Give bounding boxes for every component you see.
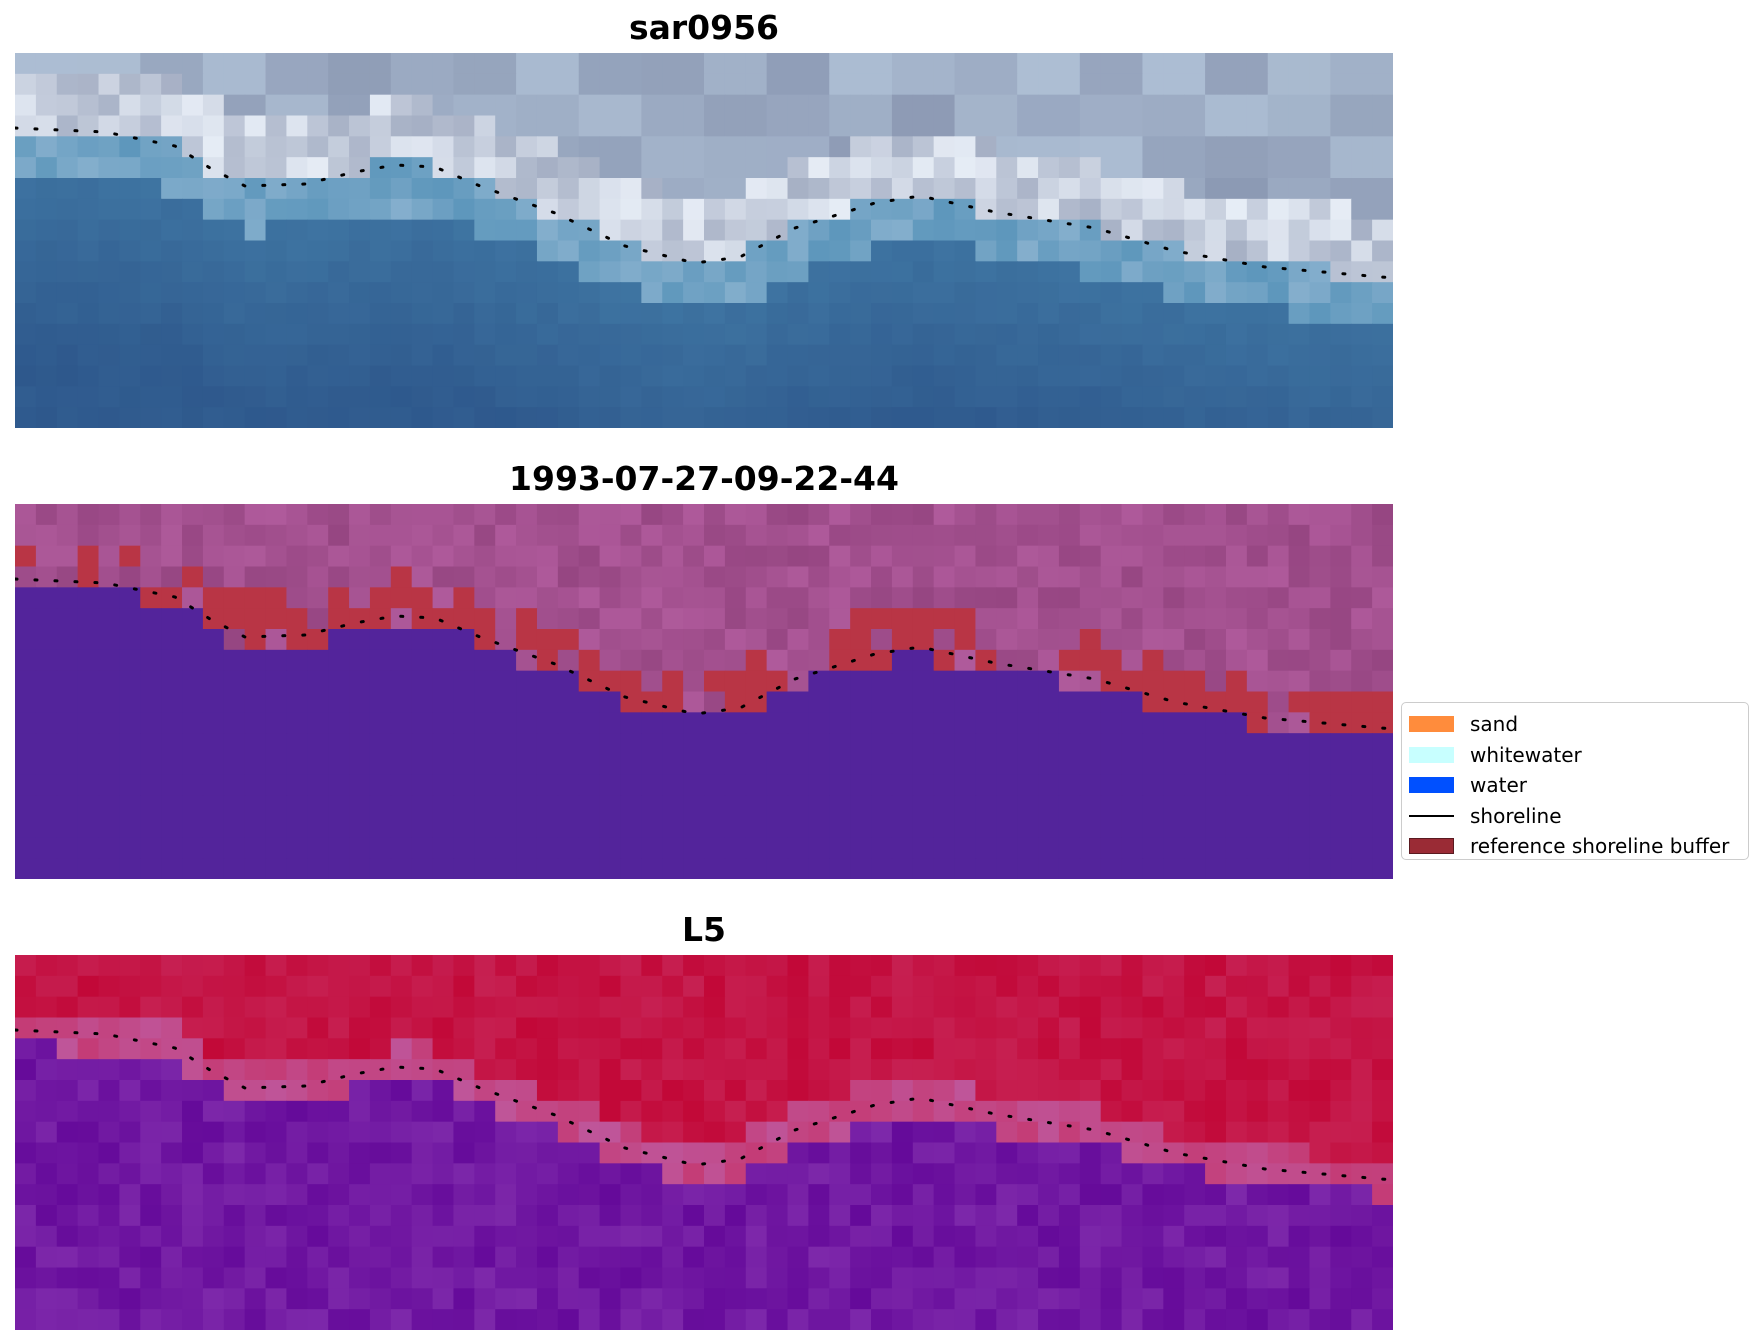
legend-item-water: water (1402, 770, 1748, 801)
shoreline-dots (15, 1028, 1393, 1182)
legend-item-whitewater: whitewater (1402, 740, 1748, 771)
reference-buffer-swatch (1409, 838, 1454, 855)
legend-label-whitewater: whitewater (1470, 742, 1582, 767)
sand-swatch (1409, 716, 1454, 733)
whitewater-swatch (1409, 746, 1454, 763)
rgb-satellite-image (15, 53, 1393, 428)
legend-item-shoreline: shoreline (1402, 801, 1748, 832)
shoreline-line-sample (1409, 814, 1454, 817)
legend-label-reference-buffer: reference shoreline buffer (1470, 834, 1730, 859)
legend-label-shoreline: shoreline (1470, 803, 1562, 828)
legend-label-sand: sand (1470, 712, 1519, 737)
panel-title-index: L5 (682, 910, 726, 949)
legend: sand whitewater water shoreline referenc… (1401, 702, 1749, 860)
shoreline-dots (15, 126, 1393, 280)
panel-title-rgb: sar0956 (628, 8, 780, 47)
legend-label-water: water (1470, 773, 1527, 798)
shoreline-dots (15, 577, 1393, 731)
panel-title-classification: 1993-07-27-09-22-44 (509, 459, 899, 498)
legend-item-sand: sand (1402, 709, 1748, 740)
legend-item-reference-buffer: reference shoreline buffer (1402, 831, 1748, 862)
index-image (15, 955, 1393, 1330)
water-swatch (1409, 777, 1454, 794)
classified-image (15, 504, 1393, 879)
